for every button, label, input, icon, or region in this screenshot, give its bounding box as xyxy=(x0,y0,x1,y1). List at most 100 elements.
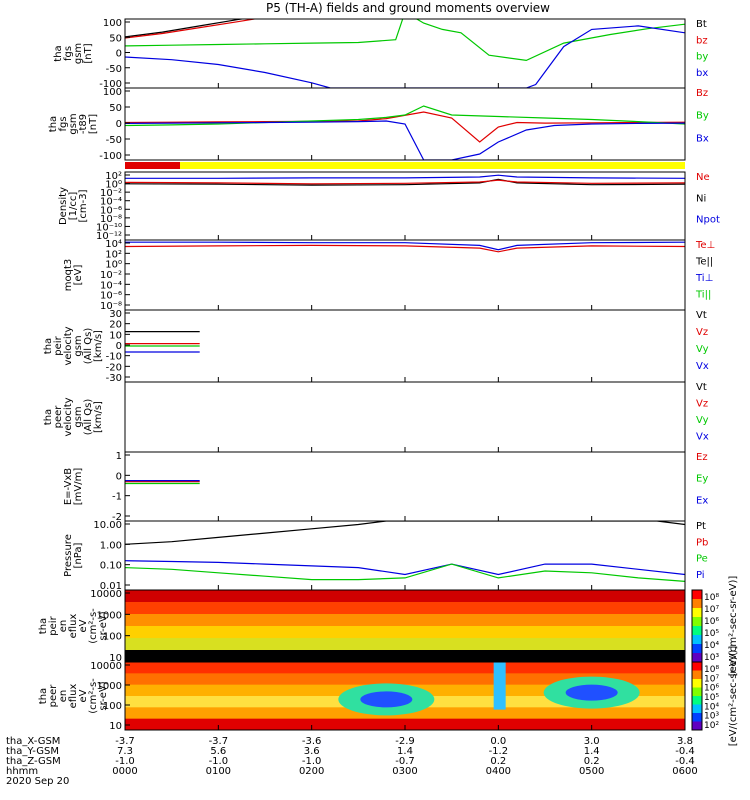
y-axis-label: peer xyxy=(53,405,64,429)
series-line-Te⊥ xyxy=(125,244,685,253)
spectrogram-band xyxy=(125,638,685,651)
y-tick-label: 10 xyxy=(109,653,122,664)
colorbar-tick-label: 10⁴ xyxy=(704,641,719,651)
legend-Te||: Te|| xyxy=(695,257,713,268)
panel-frame xyxy=(124,18,686,89)
x-axis-time: 0000 xyxy=(112,766,137,777)
x-axis-row-label: tha_Y-GSM xyxy=(6,746,59,757)
colorbar-step xyxy=(692,713,702,722)
y-axis-label: tha xyxy=(53,45,64,61)
spectrogram-band xyxy=(125,626,685,639)
colorbar-step xyxy=(692,626,702,636)
y-tick-label: 10 xyxy=(109,330,122,341)
legend-Vz: Vz xyxy=(696,327,708,338)
state-bar-red xyxy=(125,162,180,169)
y-tick-label: 10⁻² xyxy=(100,188,122,199)
y-axis-label: sr-eV) xyxy=(98,681,109,710)
colorbar-step xyxy=(692,670,702,680)
y-axis-label: Pressure xyxy=(63,534,74,577)
y-tick-label: 10² xyxy=(105,171,122,182)
y-axis-label: eflux xyxy=(68,684,79,709)
x-axis-value: 0.2 xyxy=(490,756,506,767)
y-tick-label: 100 xyxy=(103,701,122,712)
y-axis-label: E=-VxB xyxy=(63,468,74,505)
y-tick-label: 10⁴ xyxy=(105,239,122,250)
y-tick-label: 1000 xyxy=(97,610,122,621)
legend-Pb: Pb xyxy=(696,537,708,548)
y-tick-label: -20 xyxy=(106,362,122,373)
x-axis-time: 0400 xyxy=(486,766,511,777)
series-group xyxy=(125,241,685,253)
series-line-Ne xyxy=(125,179,685,185)
x-axis-value: 0.0 xyxy=(490,736,506,747)
y-axis-label: gsm xyxy=(73,335,84,356)
series-line-by xyxy=(125,19,685,62)
panel-frame xyxy=(124,381,686,453)
y-axis-label: velocity xyxy=(63,397,74,436)
y-tick-label: 1 xyxy=(116,451,122,462)
y-tick-label: -50 xyxy=(106,135,122,146)
y-tick-label: 10⁻⁶ xyxy=(100,205,122,216)
colorbar-step xyxy=(692,687,702,697)
y-axis-label: [km/s] xyxy=(93,401,104,433)
colorbar-step xyxy=(692,704,702,714)
colorbar-label: [eV/(cm²-sec-sr-eV)] xyxy=(728,576,739,677)
colorbar-tick-label: 10³ xyxy=(704,712,719,722)
panel-frame xyxy=(124,239,686,311)
y-axis-label: -t89 xyxy=(78,114,89,134)
y-axis-label: tha xyxy=(48,116,59,132)
x-axis-value: -1.0 xyxy=(115,756,135,767)
panel-2: 100 50 0 -50 -100 tha fgs gsm -t89 [nT] Bz By Bx xyxy=(48,87,709,162)
y-tick-label: 100 xyxy=(103,18,122,29)
legend-Ez: Ez xyxy=(696,452,708,463)
y-axis-label: peir xyxy=(48,615,59,635)
colorbar-step xyxy=(692,653,702,663)
legend-Bz: Bz xyxy=(696,88,708,99)
y-axis-label: gsm xyxy=(68,113,79,134)
legend-Ti⊥: Ti⊥ xyxy=(695,273,713,284)
colorbar-step xyxy=(692,599,702,609)
plot-title: P5 (TH-A) fields and ground moments over… xyxy=(266,1,550,15)
y-tick-label: 0 xyxy=(116,341,122,352)
series-line-By xyxy=(125,105,685,127)
series-line-Ti⊥ xyxy=(125,241,685,251)
y-tick-label: -50 xyxy=(106,64,122,75)
legend-Pt: Pt xyxy=(696,521,706,532)
series-line-Pi xyxy=(125,560,685,576)
y-axis-label: en xyxy=(58,690,69,703)
series-line-Pe xyxy=(125,563,685,582)
y-axis-label: eV xyxy=(78,689,89,702)
y-tick-label: 10.00 xyxy=(93,520,122,531)
spectrogram-band xyxy=(125,662,685,674)
colorbar-step xyxy=(692,696,702,705)
y-tick-label: -10 xyxy=(106,352,122,363)
colorbar-step xyxy=(692,635,702,645)
series-group xyxy=(125,19,685,88)
legend-Ni: Ni xyxy=(696,193,706,204)
spectrogram-band xyxy=(125,614,685,627)
series-line-Pt xyxy=(125,521,685,545)
x-axis-row-label: tha_X-GSM xyxy=(6,736,60,747)
y-axis-label: gsm xyxy=(73,406,84,427)
y-tick-label: 1000 xyxy=(97,681,122,692)
colorbar-step xyxy=(692,644,702,654)
spectrogram-band xyxy=(125,650,685,663)
y-axis-label: peir xyxy=(53,335,64,355)
y-axis-label: sr-eV) xyxy=(98,611,109,640)
panel-frame xyxy=(124,520,686,591)
y-axis-label: en xyxy=(58,620,69,633)
y-tick-label: 10⁻⁶ xyxy=(100,291,122,302)
x-axis-value: -0.4 xyxy=(675,746,695,757)
colorbar-step xyxy=(692,590,702,600)
colorbar-tick-label: 10⁷ xyxy=(704,605,719,615)
y-tick-label: 10⁻⁸ xyxy=(100,301,122,312)
colorbar-tick-label: 10⁸ xyxy=(704,593,719,603)
legend-By: By xyxy=(696,111,709,122)
x-axis-value: 1.4 xyxy=(397,746,413,757)
y-axis-label: [nPa] xyxy=(73,542,84,568)
colorbar-tick-label: 10³ xyxy=(704,653,719,663)
y-axis-label: [eV] xyxy=(73,265,84,286)
colorbar-tick-label: 10² xyxy=(704,721,719,731)
